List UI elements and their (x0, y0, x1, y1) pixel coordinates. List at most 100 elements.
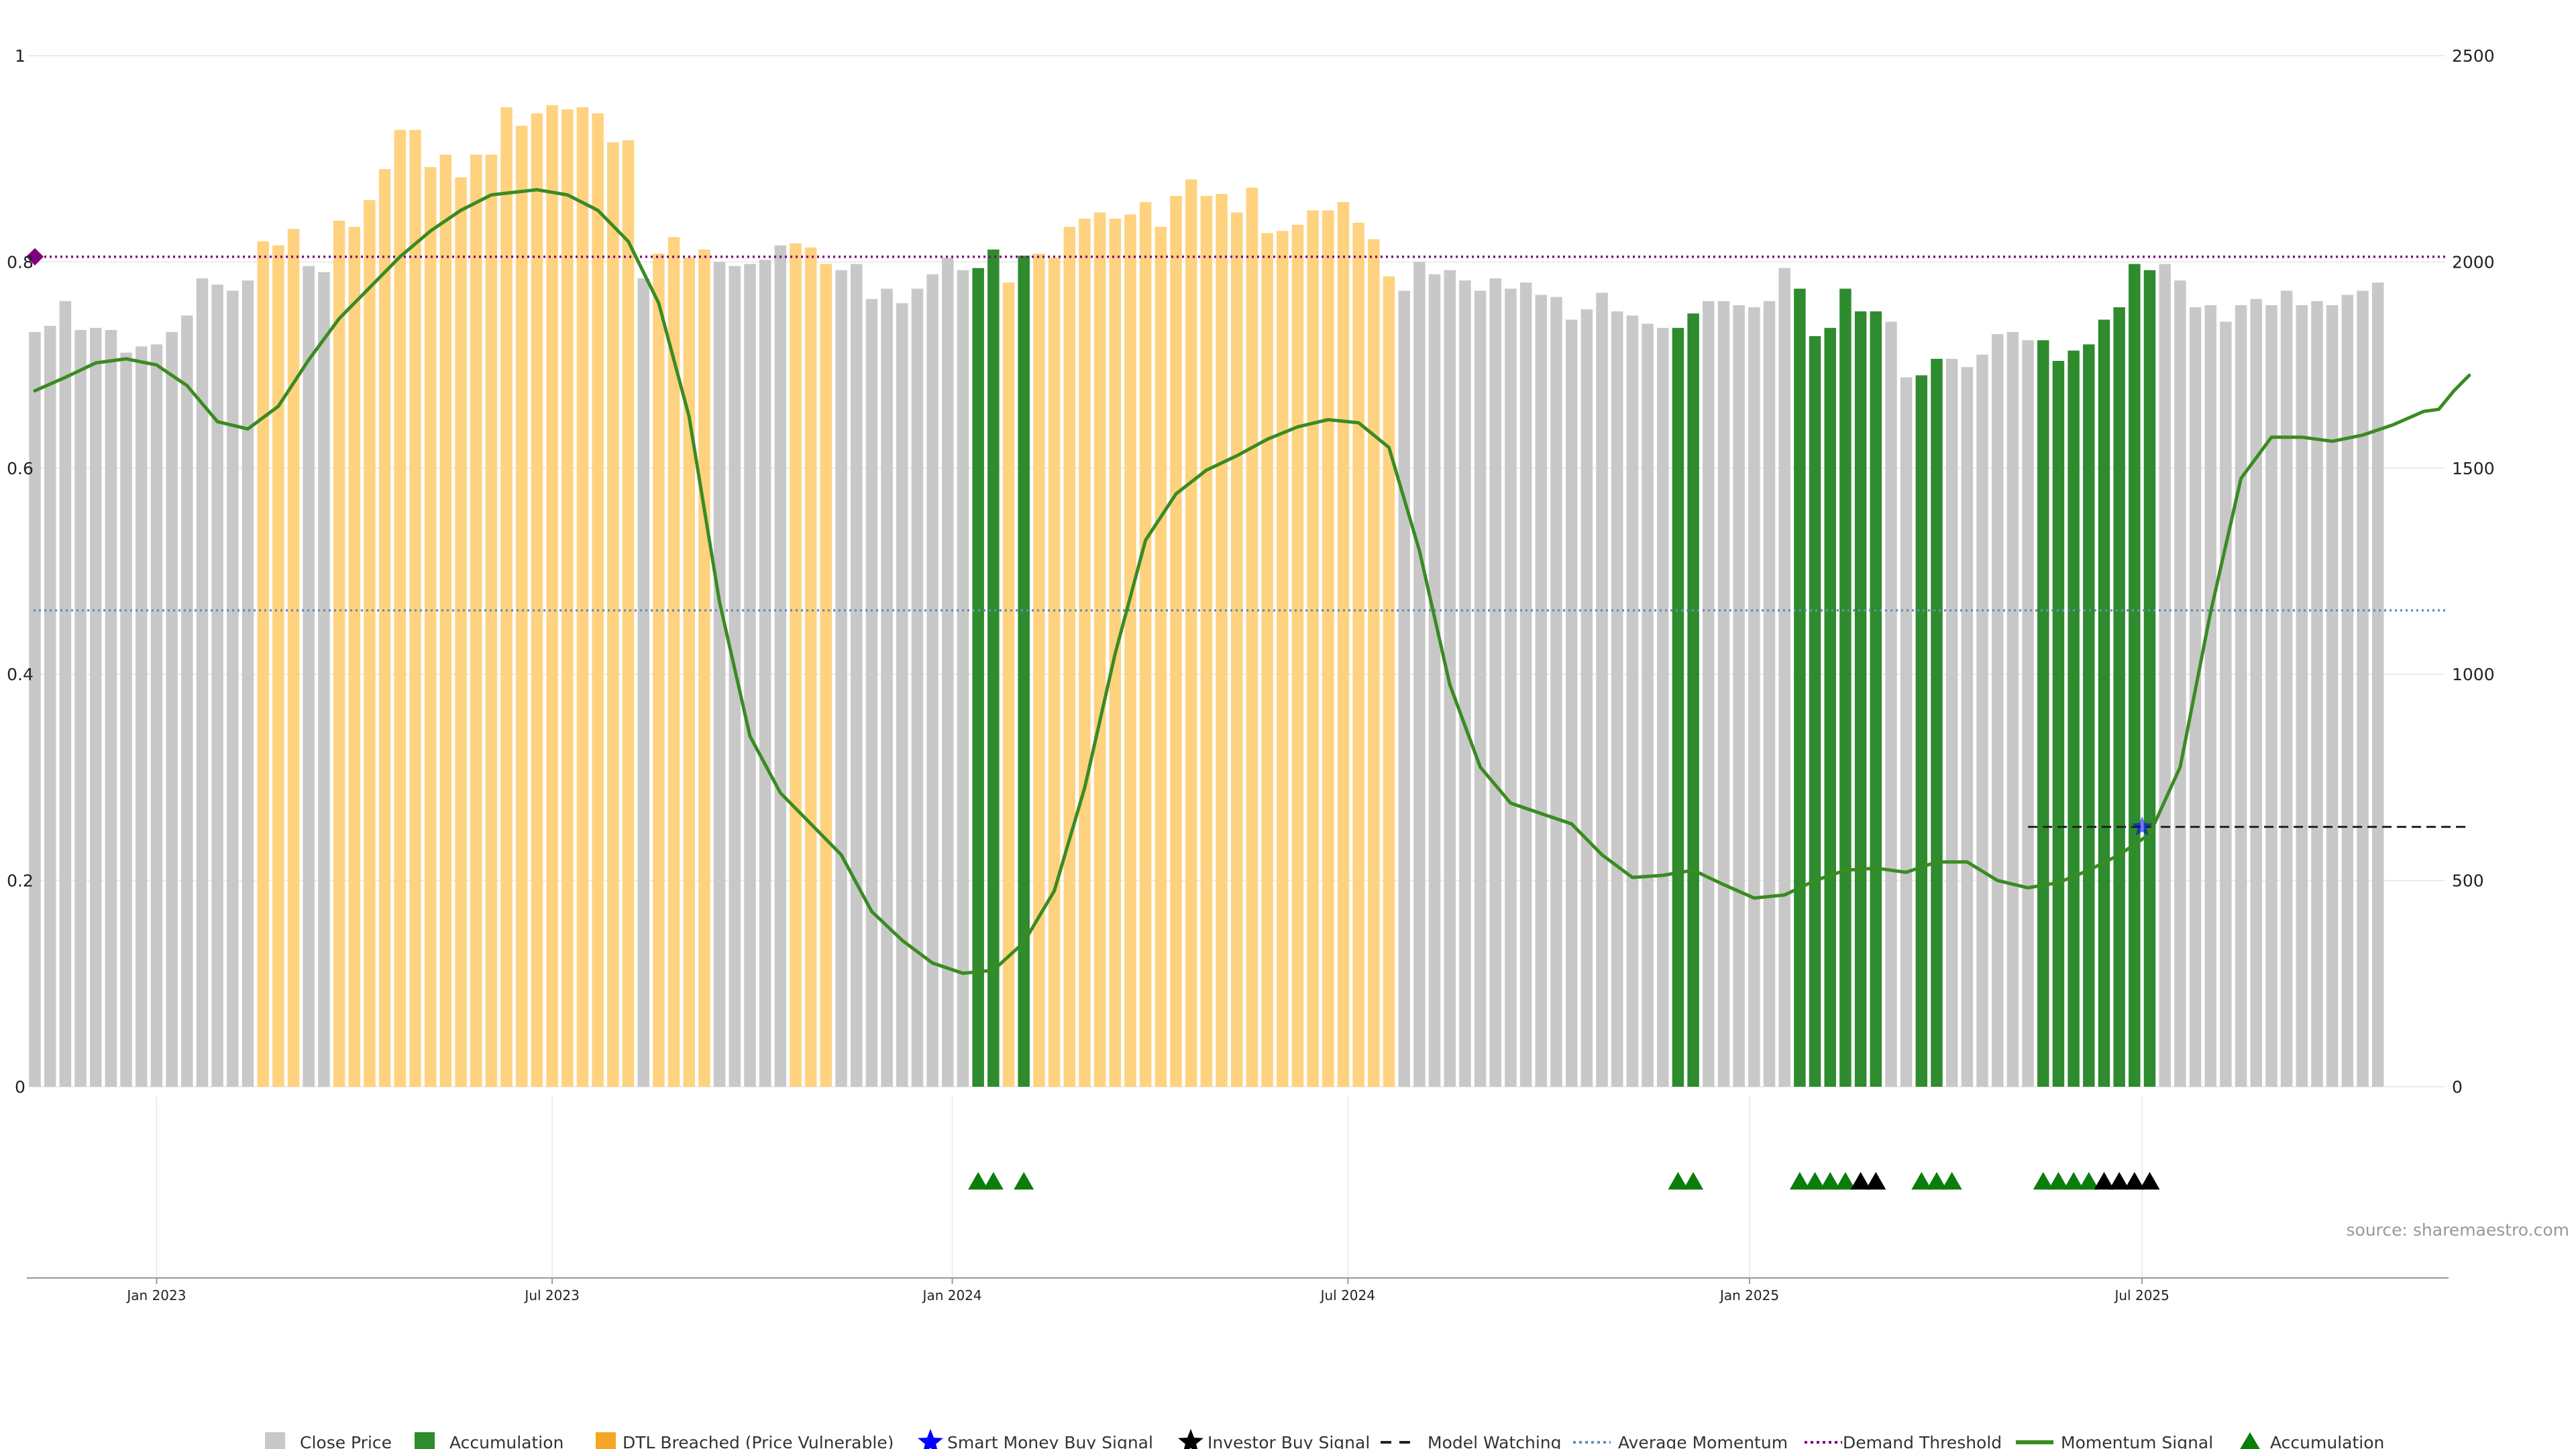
dtl-breached-bar (1216, 193, 1228, 1087)
legend-swatch-accumulation-signal (2240, 1432, 2260, 1449)
dtl-breached-bar (485, 154, 498, 1087)
close-price-bar (911, 288, 924, 1087)
left-axis-tick-label: 0.8 (7, 252, 34, 272)
right-axis-tick-label: 2500 (2452, 46, 2495, 66)
dtl-breached-bar (394, 129, 407, 1087)
accumulation-signal-triangle (2078, 1172, 2099, 1190)
x-axis-tick-label: Jan 2024 (922, 1287, 982, 1303)
close-price-bar (105, 329, 117, 1087)
legend-swatch-investor-buy (1178, 1429, 1203, 1449)
accumulation-bar (2098, 319, 2110, 1087)
x-axis-tick-label: Jul 2025 (2113, 1287, 2169, 1303)
accumulation-bar (2068, 350, 2080, 1087)
source-note: source: sharemaestro.com (2347, 1220, 2570, 1240)
dtl-breached-bar (1093, 212, 1106, 1087)
smart-money-buy-star (2132, 816, 2153, 836)
dtl-breached-bar (1124, 214, 1136, 1087)
dtl-breached-bar (622, 140, 635, 1087)
dtl-breached-bar (1352, 222, 1364, 1087)
close-price-bar (59, 301, 72, 1087)
investor-buy-triangle (2109, 1172, 2130, 1190)
close-price-bar (2022, 340, 2034, 1087)
right-axis-tick-label: 500 (2452, 871, 2484, 891)
dtl-breached-bar (1155, 227, 1167, 1087)
dtl-breached-bar (1337, 202, 1350, 1087)
close-price-bar (44, 325, 56, 1087)
price-bars (29, 105, 2384, 1087)
close-price-bar (835, 270, 847, 1087)
close-price-bar (1778, 268, 1790, 1087)
close-price-bar (136, 346, 148, 1087)
dtl-breached-bar (576, 107, 589, 1087)
legend-swatch-accumulation (415, 1432, 435, 1449)
close-price-bar (850, 264, 863, 1087)
legend-label: Demand Threshold (1843, 1433, 2002, 1449)
close-price-bar (1580, 309, 1593, 1087)
accumulation-bar (1915, 375, 1928, 1087)
accumulation-signal-triangle (2063, 1172, 2084, 1190)
legend-label: Smart Money Buy Signal (947, 1433, 1153, 1449)
close-price-bar (774, 245, 787, 1087)
dtl-breached-bar (439, 154, 452, 1087)
dtl-breached-bar (790, 243, 802, 1087)
dtl-breached-bar (804, 247, 817, 1087)
dtl-breached-bar (1291, 225, 1304, 1087)
dtl-breached-bar (546, 105, 558, 1087)
close-price-bar (1991, 333, 2004, 1087)
dtl-breached-bar (561, 109, 574, 1087)
dtl-breached-bar (820, 264, 833, 1087)
legend-label: Investor Buy Signal (1208, 1433, 1370, 1449)
accumulation-signal-triangle (1927, 1172, 1947, 1190)
investor-buy-triangle (1866, 1172, 1886, 1190)
close-price-bar (74, 329, 87, 1087)
close-price-bar (2006, 331, 2019, 1087)
dtl-breached-bar (257, 241, 269, 1087)
close-price-bar (1550, 297, 1562, 1087)
close-price-bar (1703, 301, 1715, 1087)
accumulation-bar (1794, 288, 1806, 1087)
accumulation-bar (2083, 344, 2095, 1087)
dtl-breached-bar (1383, 276, 1395, 1087)
accumulation-signal-triangle (1668, 1172, 1688, 1190)
close-price-bar (1733, 305, 1745, 1087)
close-price-bar (2296, 305, 2308, 1087)
accumulation-signal-triangle (1683, 1172, 1704, 1190)
close-price-bar (881, 288, 893, 1087)
close-price-bar (896, 303, 908, 1087)
legend-swatch-dtl-breached (596, 1432, 616, 1449)
accumulation-bar (972, 268, 984, 1087)
close-price-bar (1763, 301, 1776, 1087)
close-price-bar (2204, 305, 2216, 1087)
dtl-breached-bar (531, 113, 543, 1087)
dtl-breached-bar (1307, 210, 1319, 1087)
close-price-bar (196, 278, 209, 1087)
dtl-breached-bar (1063, 227, 1075, 1087)
investor-buy-triangle (1850, 1172, 1871, 1190)
close-price-bar (1961, 367, 1974, 1087)
indicator-lines (33, 188, 2471, 975)
legend-swatch-close-price (265, 1432, 285, 1449)
signal-markers (26, 248, 2160, 1190)
close-price-bar (2326, 305, 2339, 1087)
accumulation-bar (2052, 360, 2065, 1087)
close-price-bar (1900, 377, 1913, 1087)
close-price-bar (1642, 323, 1654, 1087)
accumulation-signal-triangle (983, 1172, 1004, 1190)
close-price-bar (211, 284, 223, 1087)
accumulation-bar (1824, 327, 1836, 1087)
dtl-breached-bar (1139, 202, 1152, 1087)
accumulation-signal-triangle (1805, 1172, 1825, 1190)
dtl-breached-bar (516, 125, 528, 1087)
accumulation-bar (1870, 311, 1882, 1087)
dtl-breached-bar (592, 113, 604, 1087)
close-price-bar (942, 258, 954, 1087)
legend-label: Accumulation (449, 1433, 564, 1449)
dtl-breached-bar (424, 166, 437, 1087)
dtl-breached-bar (333, 220, 345, 1087)
dtl-breached-bar (500, 107, 513, 1087)
accumulation-signal-triangle (2033, 1172, 2053, 1190)
accumulation-signal-triangle (1014, 1172, 1034, 1190)
close-price-bar (1717, 301, 1730, 1087)
close-price-bar (227, 290, 239, 1087)
x-axis-tick-label: Jan 2023 (125, 1287, 186, 1303)
